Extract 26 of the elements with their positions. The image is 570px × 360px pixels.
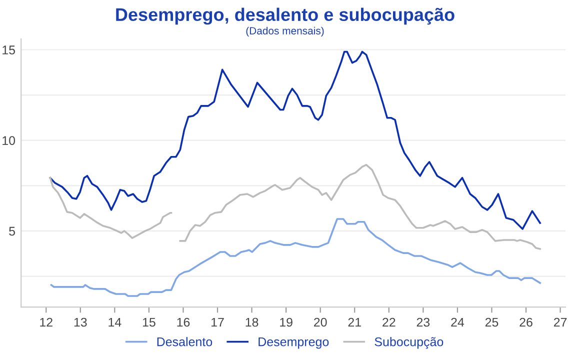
- x-tick-label: 21: [348, 318, 361, 327]
- x-tick-label: 24: [451, 318, 464, 327]
- x-tick-label: 20: [314, 318, 327, 327]
- x-tick-label: 27: [554, 318, 567, 327]
- x-tick-label: 13: [74, 318, 87, 327]
- y-tick-label: 15: [2, 46, 16, 54]
- x-tick-label: 26: [520, 318, 532, 327]
- x-tick-label: 16: [177, 318, 190, 327]
- x-tick-label: 22: [382, 318, 396, 327]
- y-tick-label: 10: [2, 136, 16, 146]
- legend-label: Desemprego: [258, 338, 329, 349]
- line-series: [49, 50, 541, 230]
- x-tick-label: 19: [280, 318, 292, 327]
- x-tick-label: 25: [485, 318, 498, 327]
- legend-label: Subocupção: [374, 337, 444, 349]
- x-tick-label: 23: [416, 318, 430, 327]
- x-tick-label: 18: [246, 318, 258, 327]
- line-series: [50, 218, 541, 297]
- x-tick-label: 14: [108, 318, 122, 327]
- y-tick-label: 5: [9, 226, 16, 236]
- x-tick-label: 12: [40, 318, 52, 327]
- x-tick-label: 17: [212, 318, 224, 327]
- chart-title: Desemprego, desalento e subocupação: [116, 8, 454, 25]
- legend-label: Desalento: [157, 337, 212, 346]
- x-tick-label: 15: [142, 318, 156, 327]
- chart-subtitle: (Dados mensais): [246, 26, 324, 37]
